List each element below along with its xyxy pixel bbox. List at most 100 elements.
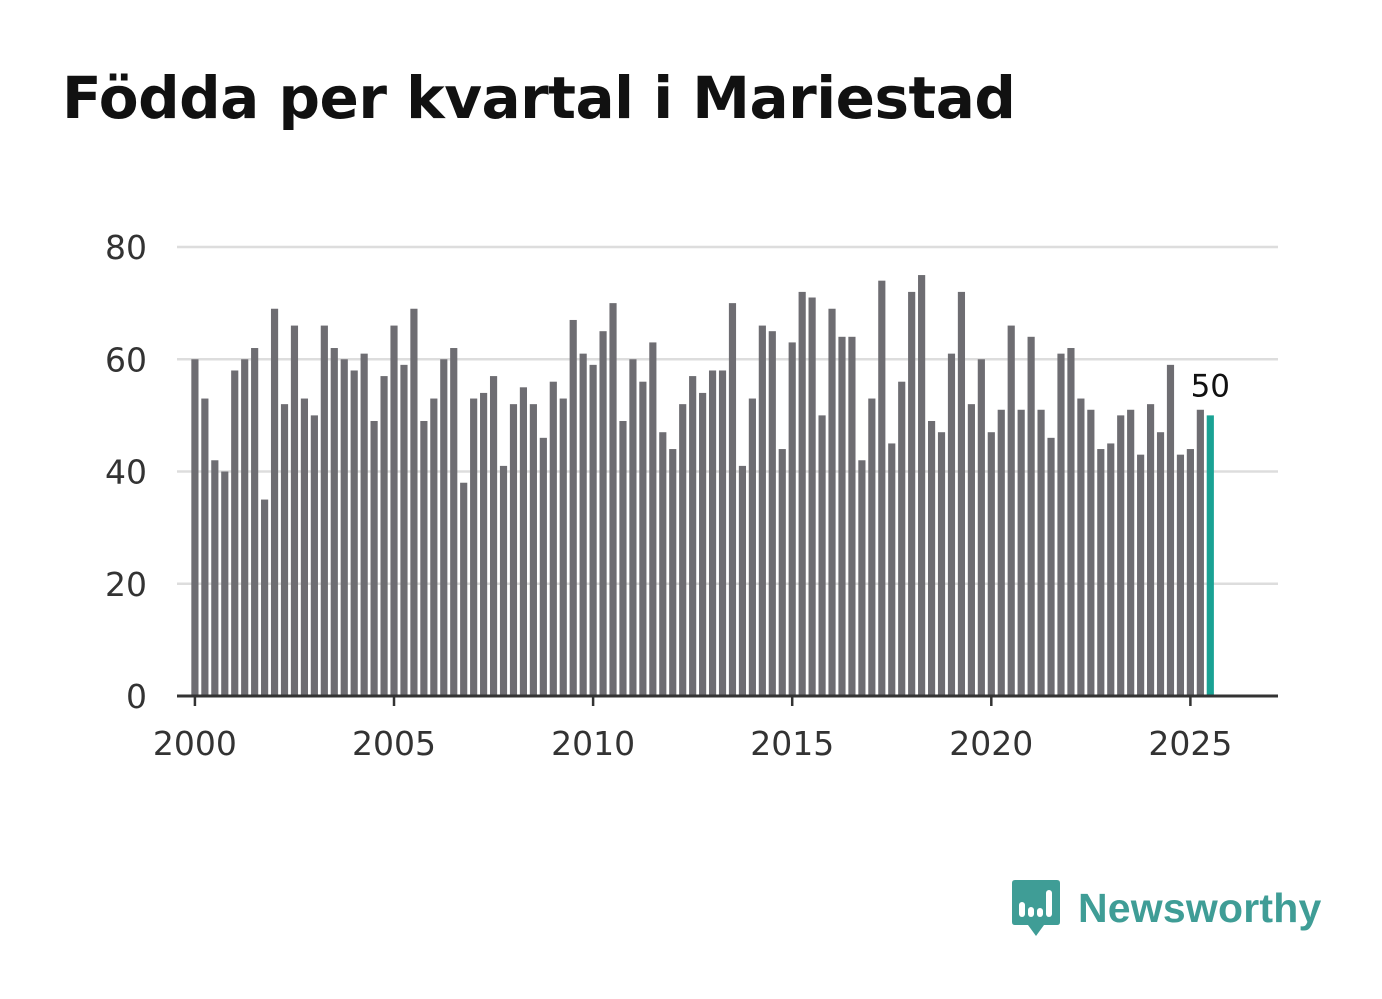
- x-tick-label: 2020: [949, 724, 1033, 763]
- bar: [310, 415, 318, 697]
- bar: [440, 359, 448, 696]
- bar: [828, 308, 836, 696]
- gridlines: [177, 245, 1278, 585]
- bar: [699, 392, 707, 696]
- x-tick-label: 2010: [551, 724, 635, 763]
- bar: [1137, 454, 1145, 696]
- bar: [400, 364, 408, 696]
- bar: [629, 359, 637, 696]
- y-tick-label: 80: [105, 228, 147, 267]
- bar: [708, 370, 717, 696]
- bar: [410, 308, 418, 696]
- bar: [261, 499, 269, 696]
- bar: [390, 325, 398, 696]
- y-tick-label: 40: [105, 453, 147, 492]
- bar: [619, 420, 627, 696]
- bar: [778, 449, 786, 696]
- bar: [360, 353, 368, 696]
- bar: [659, 432, 667, 696]
- bar: [191, 359, 199, 696]
- bar: [718, 370, 727, 696]
- bar: [450, 348, 458, 696]
- newsworthy-logo-icon: [1012, 880, 1060, 936]
- bar: [1037, 409, 1045, 696]
- bar: [221, 471, 229, 696]
- bar: [529, 404, 537, 696]
- bar: [649, 342, 657, 696]
- x-tick-label: 2015: [750, 724, 834, 763]
- bar: [549, 381, 557, 696]
- bar: [251, 348, 259, 696]
- x-tick-label: 2025: [1148, 724, 1232, 763]
- bar: [241, 359, 249, 696]
- bar: [669, 449, 677, 696]
- bar: [589, 364, 597, 696]
- bar: [609, 303, 617, 697]
- bar: [1057, 353, 1065, 696]
- bar: [918, 275, 926, 696]
- bar: [499, 465, 508, 696]
- bar: [798, 291, 806, 696]
- y-tick-label: 20: [105, 565, 147, 604]
- bar: [1077, 398, 1085, 696]
- bar: [728, 303, 737, 697]
- axes: [177, 694, 1278, 706]
- bar: [270, 308, 279, 696]
- bar: [818, 415, 826, 697]
- bar: [1186, 449, 1194, 696]
- highlight-value-label: 50: [1191, 368, 1230, 404]
- bar: [1176, 454, 1185, 696]
- bar: [1047, 437, 1055, 696]
- chart-title: Födda per kvartal i Mariestad: [62, 64, 1016, 132]
- bar: [937, 432, 946, 696]
- y-tick-label: 60: [105, 340, 147, 379]
- bar: [420, 420, 428, 696]
- bar: [539, 437, 547, 696]
- bar: [738, 465, 747, 696]
- bar: [300, 398, 309, 696]
- bar-highlight: [1206, 415, 1214, 697]
- bar: [480, 392, 488, 696]
- bar: [579, 353, 587, 696]
- bar: [1017, 409, 1025, 696]
- bar: [1107, 443, 1115, 696]
- bar: [519, 387, 528, 696]
- bar: [689, 376, 697, 696]
- bar: [679, 404, 687, 696]
- bar: [997, 409, 1005, 696]
- bar: [878, 280, 886, 696]
- brand-name: Newsworthy: [1078, 884, 1322, 931]
- bar: [350, 370, 358, 696]
- bar: [768, 331, 776, 696]
- bar: [470, 398, 478, 696]
- bar: [808, 297, 816, 696]
- bar: [1007, 325, 1015, 696]
- bar: [380, 376, 388, 696]
- bar: [1087, 409, 1095, 696]
- bar: [1156, 432, 1165, 696]
- bar: [868, 398, 876, 696]
- bar: [201, 398, 209, 696]
- bar: [957, 291, 966, 696]
- bar: [977, 359, 985, 696]
- bar: [460, 482, 468, 696]
- bar: [1166, 364, 1175, 696]
- bar: [908, 291, 916, 696]
- bar: [748, 398, 756, 696]
- labels: 0 20 40 60 80 50 2000 2005 2010 2015 2020 2025: [105, 228, 1232, 763]
- bar: [1027, 336, 1035, 696]
- bar: [489, 376, 498, 696]
- bar: [340, 359, 348, 696]
- bar: [898, 381, 906, 696]
- bar: [639, 381, 647, 696]
- bar: [599, 331, 607, 696]
- bar: [509, 404, 518, 696]
- bar: [1117, 415, 1125, 697]
- x-tick-label: 2000: [153, 724, 237, 763]
- bar: [967, 404, 975, 696]
- brand-logo: Newsworthy: [1010, 878, 1322, 938]
- bar: [888, 443, 896, 696]
- bar: [1196, 409, 1204, 696]
- x-tick-label: 2005: [352, 724, 436, 763]
